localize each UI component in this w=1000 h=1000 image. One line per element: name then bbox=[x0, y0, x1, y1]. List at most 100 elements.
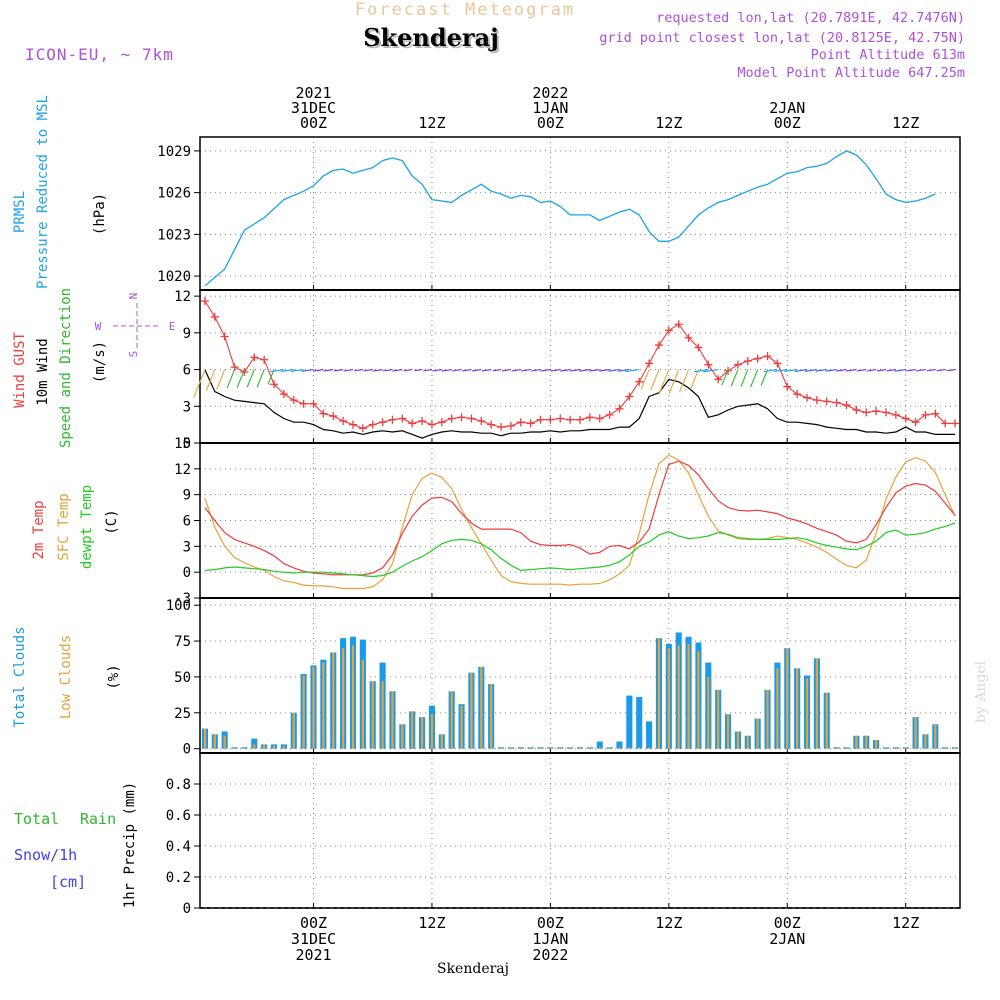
bottom-time-label: 12Z bbox=[418, 914, 445, 932]
gust-marker bbox=[418, 416, 427, 425]
wind-panel-labels: Wind GUST 10m Wind Speed and Direction (… bbox=[12, 288, 175, 448]
wind-direction-arrow bbox=[579, 369, 590, 372]
gust-marker bbox=[398, 414, 407, 423]
cloud-panel-labels: Total Clouds Low Clouds (%) bbox=[12, 626, 122, 727]
low-cloud-bar bbox=[282, 745, 285, 749]
wind-direction-arrow bbox=[481, 369, 492, 372]
wind-direction-arrow bbox=[721, 369, 729, 386]
low-cloud-bar bbox=[549, 747, 552, 749]
product-title: Forecast Meteogram bbox=[355, 0, 575, 20]
low-cloud-bar bbox=[766, 689, 769, 749]
wind-direction-arrow bbox=[679, 369, 690, 393]
gust-marker bbox=[487, 420, 496, 429]
total-cloud-bar bbox=[626, 695, 633, 749]
wind-line bbox=[204, 369, 956, 439]
bottom-time-label: 12Z bbox=[655, 914, 682, 932]
gust-marker bbox=[733, 360, 742, 369]
location-title: Skenderaj bbox=[365, 25, 501, 54]
low-cloud-bar bbox=[223, 735, 226, 749]
low-cloud-bar bbox=[884, 747, 888, 749]
gust-marker bbox=[516, 418, 525, 427]
low-cloud-bar bbox=[736, 731, 740, 749]
wind-direction-arrow bbox=[599, 369, 610, 372]
y-tick-label: 12 bbox=[174, 289, 191, 305]
wind-direction-arrow bbox=[216, 369, 226, 390]
low-cloud-bar bbox=[460, 705, 463, 749]
low-cloud-bar bbox=[411, 711, 414, 749]
top-time-label: 12Z bbox=[655, 114, 682, 132]
wind-direction-arrow bbox=[760, 369, 769, 386]
temp2m-label: 2m Temp bbox=[31, 500, 47, 559]
wind-direction-arrow bbox=[441, 369, 452, 372]
gust-marker bbox=[348, 420, 357, 429]
y-tick-label: 100 bbox=[166, 598, 191, 614]
top-time-label: 2JAN bbox=[769, 99, 805, 117]
wind-direction-arrow bbox=[886, 369, 896, 372]
snow-unit-label: [cm] bbox=[50, 873, 86, 891]
gust-marker bbox=[319, 409, 328, 418]
y-tick-label: 50 bbox=[174, 670, 191, 686]
wind-direction-arrow bbox=[703, 369, 719, 373]
gust-marker bbox=[210, 312, 219, 321]
gust-marker bbox=[694, 343, 703, 352]
gust-label: Wind GUST bbox=[12, 332, 28, 408]
plot-layer: 1020102310261029036912-30369121502550751… bbox=[157, 84, 961, 964]
wind-direction-arrow bbox=[521, 369, 531, 372]
top-time-label: 12Z bbox=[418, 114, 445, 132]
sfc-temp-label: SFC Temp bbox=[56, 493, 72, 560]
gust-marker bbox=[585, 413, 594, 422]
wind-direction-arrow bbox=[876, 369, 887, 372]
cloud-unit: (%) bbox=[106, 664, 122, 689]
y-tick-label: 9 bbox=[183, 326, 191, 342]
gust-marker bbox=[220, 332, 229, 341]
low-cloud-bar bbox=[953, 747, 957, 749]
compass-s: S bbox=[127, 351, 140, 358]
wind-direction-arrow bbox=[658, 369, 670, 395]
wind-direction-arrow bbox=[313, 369, 324, 372]
total-clouds-label: Total Clouds bbox=[12, 626, 28, 727]
gust-marker bbox=[477, 416, 486, 425]
wind-direction-arrow bbox=[763, 369, 778, 373]
top-time-label: 2021 bbox=[295, 84, 331, 102]
gust-marker bbox=[832, 398, 841, 407]
y-tick-label: 6 bbox=[183, 514, 191, 530]
gust-marker bbox=[773, 359, 782, 368]
gust-marker bbox=[753, 354, 762, 363]
gust-marker bbox=[497, 423, 506, 432]
low-cloud-bar bbox=[480, 666, 483, 749]
wind-direction-arrow bbox=[550, 369, 561, 372]
bottom-time-label: 2022 bbox=[532, 946, 568, 964]
pressure-msl-label: Pressure Reduced to MSL bbox=[35, 95, 51, 289]
wind-direction-arrow bbox=[382, 369, 393, 372]
low-cloud-bar bbox=[638, 747, 641, 749]
precip-unit: 1hr Precip (mm) bbox=[122, 782, 138, 908]
total-cloud-bar bbox=[596, 741, 603, 749]
wind-direction-arrow bbox=[936, 369, 946, 372]
wind-direction-arrow bbox=[866, 369, 877, 372]
gust-marker bbox=[447, 414, 456, 423]
wind-direction-arrow bbox=[570, 369, 581, 372]
gust-marker bbox=[951, 419, 960, 428]
wind-unit: (m/s) bbox=[92, 341, 108, 383]
gust-marker bbox=[595, 414, 604, 423]
gust-marker bbox=[872, 407, 881, 416]
gust-marker bbox=[941, 419, 950, 428]
y-tick-label: 0.8 bbox=[166, 777, 191, 793]
wind-direction-arrow bbox=[301, 369, 314, 372]
y-tick-label: -3 bbox=[174, 591, 191, 607]
model-label: ICON-EU, ~ 7km bbox=[25, 45, 174, 64]
wind-direction-arrow bbox=[750, 369, 759, 388]
low-cloud-bar bbox=[470, 672, 473, 749]
y-tick-label: 1023 bbox=[157, 227, 191, 243]
low-cloud-bar bbox=[243, 747, 246, 749]
wind-direction-arrow bbox=[774, 369, 788, 373]
low-cloud-bar bbox=[322, 662, 325, 749]
wind-direction-arrow bbox=[608, 369, 620, 372]
gust-marker bbox=[250, 353, 259, 362]
wind-direction-arrow bbox=[690, 369, 699, 390]
gust-marker bbox=[536, 415, 545, 424]
top-time-label: 00Z bbox=[537, 114, 564, 132]
gust-marker bbox=[329, 412, 338, 421]
wind-direction-arrow bbox=[492, 369, 502, 372]
wind-direction-arrow bbox=[836, 369, 847, 372]
